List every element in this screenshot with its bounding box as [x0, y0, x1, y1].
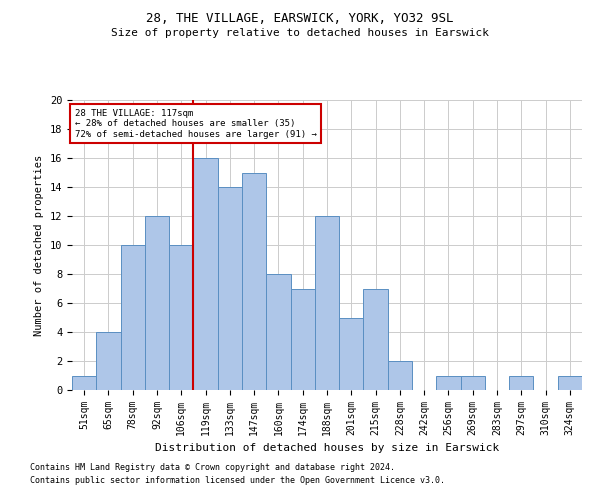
- Text: 28 THE VILLAGE: 117sqm
← 28% of detached houses are smaller (35)
72% of semi-det: 28 THE VILLAGE: 117sqm ← 28% of detached…: [74, 108, 316, 138]
- Bar: [509, 376, 533, 390]
- Bar: [96, 332, 121, 390]
- Bar: [145, 216, 169, 390]
- Bar: [364, 288, 388, 390]
- Bar: [121, 245, 145, 390]
- Bar: [388, 361, 412, 390]
- Text: Size of property relative to detached houses in Earswick: Size of property relative to detached ho…: [111, 28, 489, 38]
- Bar: [558, 376, 582, 390]
- Bar: [436, 376, 461, 390]
- Bar: [218, 187, 242, 390]
- Text: Contains HM Land Registry data © Crown copyright and database right 2024.: Contains HM Land Registry data © Crown c…: [30, 464, 395, 472]
- Bar: [315, 216, 339, 390]
- Bar: [169, 245, 193, 390]
- Bar: [461, 376, 485, 390]
- Bar: [339, 318, 364, 390]
- Bar: [193, 158, 218, 390]
- Text: 28, THE VILLAGE, EARSWICK, YORK, YO32 9SL: 28, THE VILLAGE, EARSWICK, YORK, YO32 9S…: [146, 12, 454, 26]
- X-axis label: Distribution of detached houses by size in Earswick: Distribution of detached houses by size …: [155, 444, 499, 454]
- Bar: [72, 376, 96, 390]
- Bar: [266, 274, 290, 390]
- Y-axis label: Number of detached properties: Number of detached properties: [34, 154, 44, 336]
- Bar: [242, 172, 266, 390]
- Bar: [290, 288, 315, 390]
- Text: Contains public sector information licensed under the Open Government Licence v3: Contains public sector information licen…: [30, 476, 445, 485]
